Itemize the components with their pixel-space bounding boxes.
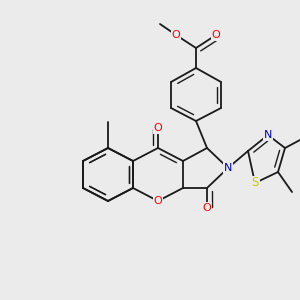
Text: O: O (172, 30, 180, 40)
Text: O: O (202, 203, 211, 213)
Text: O: O (154, 196, 162, 206)
Text: O: O (212, 30, 220, 40)
Text: O: O (154, 123, 162, 133)
Text: N: N (264, 130, 272, 140)
Text: N: N (224, 163, 232, 173)
Text: S: S (251, 176, 259, 190)
